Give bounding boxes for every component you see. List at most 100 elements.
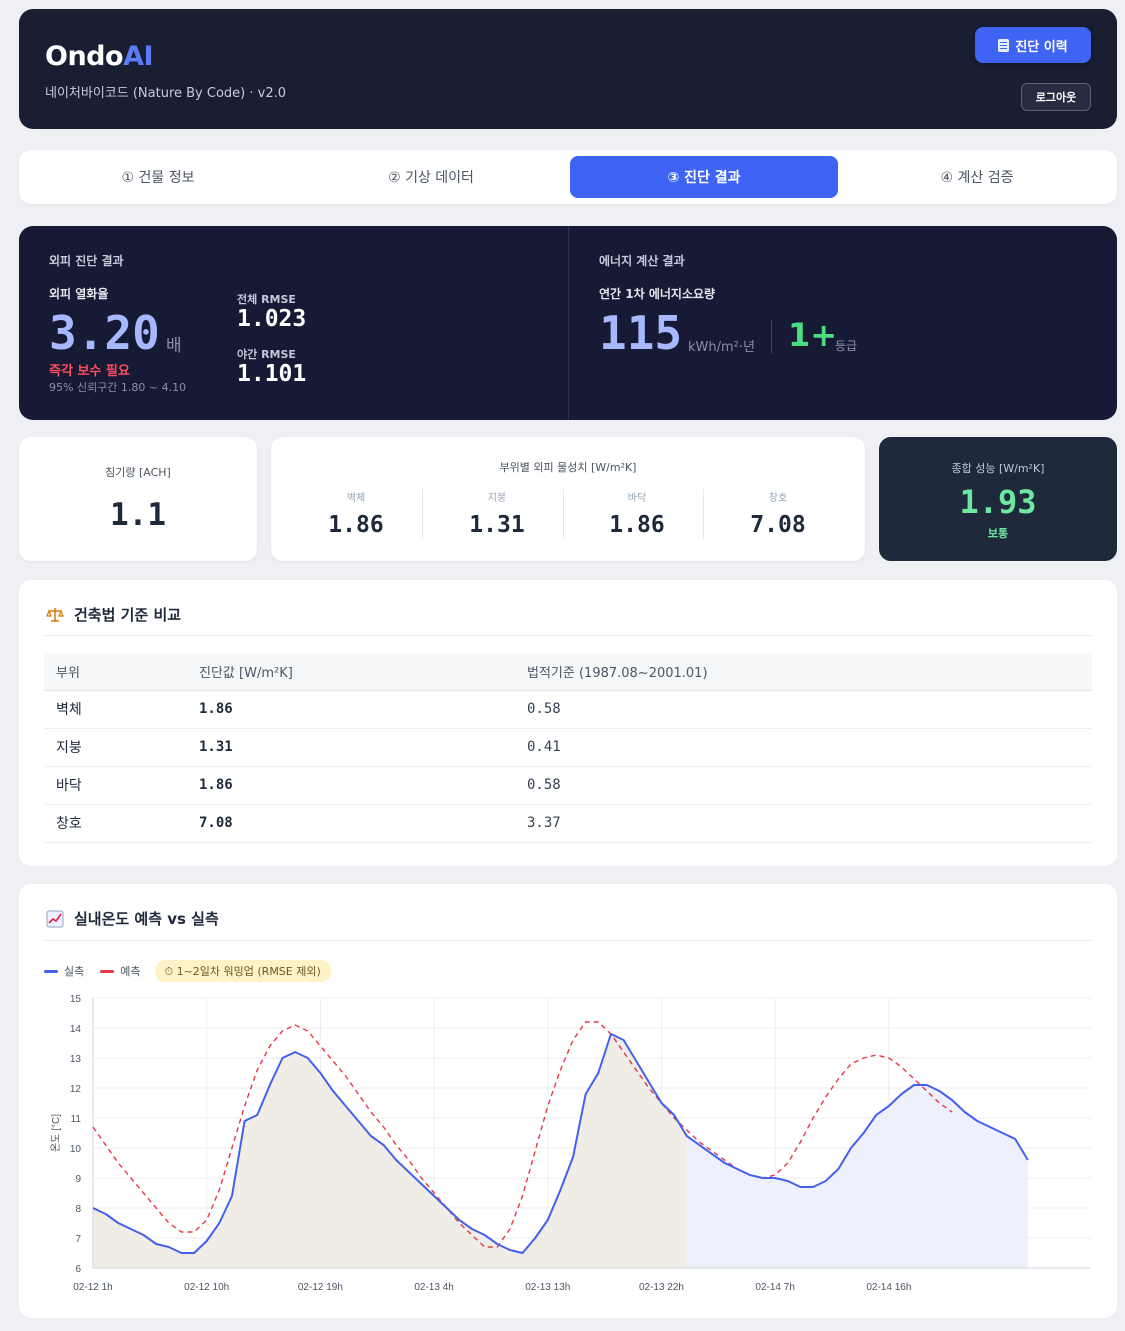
cell-legal: 0.58 bbox=[527, 766, 1092, 805]
infiltration-value: 1.1 bbox=[110, 497, 166, 533]
comparison-table: 부위 진단값 [W/m²K] 법적기준 (1987.08~2001.01) 벽체… bbox=[44, 654, 1092, 843]
history-button[interactable]: 진단 이력 bbox=[975, 27, 1091, 63]
x-tick-label: 02-14 16h bbox=[866, 1282, 911, 1293]
scale-icon bbox=[46, 607, 64, 622]
tab-calc-verification[interactable]: ④ 계산 검증 bbox=[940, 170, 1014, 186]
y-tick-label: 14 bbox=[70, 1024, 82, 1035]
u-value-roof: 지붕 1.31 bbox=[427, 489, 567, 538]
cell-part: 벽체 bbox=[44, 690, 199, 729]
x-tick-label: 02-13 22h bbox=[639, 1282, 684, 1293]
evaluation-area bbox=[686, 1085, 1028, 1268]
energy-divider bbox=[771, 320, 772, 354]
energy-unit: kWh/m²·년 bbox=[688, 340, 755, 355]
y-tick-label: 13 bbox=[70, 1054, 82, 1065]
u-value-name: 지붕 bbox=[487, 493, 507, 504]
table-row: 바닥 1.86 0.58 bbox=[44, 766, 1092, 805]
u-values-card: 부위별 외피 물성치 [W/m²K] 벽체 1.86 지붕 1.31 바닥 1.… bbox=[271, 437, 865, 561]
u-value-wall: 벽체 1.86 bbox=[286, 489, 426, 538]
energy-metric-label: 연간 1차 에너지소요량 bbox=[599, 287, 716, 301]
actual-series-line bbox=[92, 1033, 1029, 1254]
energy-value: 115 bbox=[599, 306, 683, 360]
y-tick-label: 10 bbox=[70, 1144, 82, 1155]
infiltration-card: 침기량 [ACH] 1.1 bbox=[19, 437, 257, 561]
temperature-chart: 6 7 8 9 10 11 12 13 14 15 02-12 1h 02-12 10h 02-12 1… bbox=[50, 994, 1091, 1293]
cell-legal: 0.58 bbox=[527, 690, 1092, 729]
degradation-value: 3.20 bbox=[49, 306, 160, 360]
x-tick-label: 02-13 13h bbox=[525, 1282, 570, 1293]
u-value-number: 7.08 bbox=[750, 512, 806, 538]
x-tick-label: 02-13 4h bbox=[414, 1282, 453, 1293]
table-row: 지붕 1.31 0.41 bbox=[44, 728, 1092, 767]
repair-warning: 즉각 보수 필요 bbox=[49, 364, 130, 379]
overall-performance-card: 종합 성능 [W/m²K] 1.93 보통 bbox=[879, 437, 1117, 561]
y-tick-label: 12 bbox=[70, 1084, 82, 1095]
table-row: 창호 7.08 3.37 bbox=[44, 804, 1092, 843]
table-header-row: 부위 진단값 [W/m²K] 법적기준 (1987.08~2001.01) bbox=[44, 654, 1092, 691]
infiltration-label: 침기량 [ACH] bbox=[105, 466, 171, 479]
col-header-diag: 진단값 [W/m²K] bbox=[199, 654, 527, 691]
tab-building-info[interactable]: ① 건물 정보 bbox=[121, 170, 195, 186]
cell-diag: 7.08 bbox=[199, 804, 527, 843]
cell-part: 바닥 bbox=[44, 766, 199, 805]
chart-title: 실내온도 예측 vs 실측 bbox=[74, 910, 219, 928]
legend-actual-label[interactable]: 실측 bbox=[64, 965, 85, 978]
u-values-title: 부위별 외피 물성치 [W/m²K] bbox=[499, 461, 637, 474]
app-subtitle: 네이처바이코드 (Nature By Code) · v2.0 bbox=[45, 86, 287, 101]
y-axis-label: 온도 [°C] bbox=[50, 1114, 62, 1152]
u-value-window: 창호 7.08 bbox=[708, 489, 848, 538]
overall-label: 종합 성능 [W/m²K] bbox=[951, 462, 1045, 475]
divider bbox=[44, 940, 1092, 941]
u-value-number: 1.86 bbox=[609, 512, 665, 538]
y-tick-label: 15 bbox=[70, 994, 82, 1005]
panel-divider bbox=[568, 226, 569, 420]
u-value-separator bbox=[563, 489, 564, 539]
cell-legal: 0.41 bbox=[527, 728, 1092, 767]
energy-grade-unit: 등급 bbox=[835, 339, 858, 353]
u-value-number: 1.31 bbox=[469, 512, 525, 538]
step-tabs: ① 건물 정보 ② 기상 데이터 ③ 진단 결과 ④ 계산 검증 bbox=[19, 150, 1117, 204]
legend-actual-swatch bbox=[44, 969, 58, 973]
energy-grade: 1+ bbox=[788, 316, 838, 354]
x-tick-label: 02-12 1h bbox=[73, 1282, 112, 1293]
overall-status: 보통 bbox=[987, 527, 1009, 540]
col-header-part: 부위 bbox=[44, 654, 199, 691]
chart-icon bbox=[46, 910, 64, 927]
u-value-name: 바닥 bbox=[627, 493, 647, 504]
y-tick-label: 11 bbox=[71, 1114, 82, 1125]
cell-diag: 1.31 bbox=[199, 728, 527, 767]
app-header: OndoAI 네이처바이코드 (Nature By Code) · v2.0 진… bbox=[19, 9, 1117, 129]
y-tick-label: 9 bbox=[75, 1174, 81, 1185]
u-value-floor: 바닥 1.86 bbox=[567, 489, 707, 538]
y-tick-label: 7 bbox=[75, 1234, 81, 1245]
comparison-title: 건축법 기준 비교 bbox=[74, 606, 182, 624]
warmup-area bbox=[93, 1034, 687, 1268]
warmup-badge: ⏱ 1~2일차 워밍업 (RMSE 제외) bbox=[154, 960, 331, 982]
rmse-night-value: 1.101 bbox=[237, 361, 307, 387]
degradation-label: 외피 열화율 bbox=[49, 287, 109, 301]
tab-diagnosis-result[interactable]: ③ 진단 결과 bbox=[570, 156, 838, 198]
x-tick-label: 02-12 10h bbox=[184, 1282, 229, 1293]
clipboard-icon bbox=[998, 38, 1010, 52]
cell-legal: 3.37 bbox=[527, 804, 1092, 843]
cell-diag: 1.86 bbox=[199, 766, 527, 805]
col-header-legal: 법적기준 (1987.08~2001.01) bbox=[527, 654, 1092, 691]
tab-weather-data[interactable]: ② 기상 데이터 bbox=[388, 170, 474, 186]
temperature-chart-card: 실내온도 예측 vs 실측 실측 예측 ⏱ 1~2일차 워밍업 (RMSE 제외… bbox=[19, 884, 1117, 1318]
cell-diag: 1.86 bbox=[199, 690, 527, 729]
degradation-unit: 배 bbox=[166, 336, 182, 356]
legend-pred-label[interactable]: 예측 bbox=[120, 965, 141, 978]
predicted-series-line bbox=[92, 1021, 953, 1248]
table-row: 벽체 1.86 0.58 bbox=[44, 690, 1092, 729]
u-value-name: 창호 bbox=[768, 493, 788, 504]
x-tick-label: 02-14 7h bbox=[755, 1282, 794, 1293]
divider bbox=[44, 635, 1092, 636]
diagnosis-summary-panel: 외피 진단 결과 외피 열화율 3.20 배 즉각 보수 필요 95% 신뢰구간… bbox=[19, 226, 1117, 420]
cell-part: 창호 bbox=[44, 804, 199, 843]
rmse-night-label: 야간 RMSE bbox=[237, 348, 296, 361]
comparison-heading: 건축법 기준 비교 bbox=[46, 604, 181, 625]
envelope-section-label: 외피 진단 결과 bbox=[49, 254, 124, 268]
legend-pred-swatch bbox=[100, 969, 115, 973]
u-value-separator bbox=[703, 489, 704, 539]
cell-part: 지붕 bbox=[44, 728, 199, 767]
logout-button[interactable]: 로그아웃 bbox=[1021, 83, 1091, 111]
